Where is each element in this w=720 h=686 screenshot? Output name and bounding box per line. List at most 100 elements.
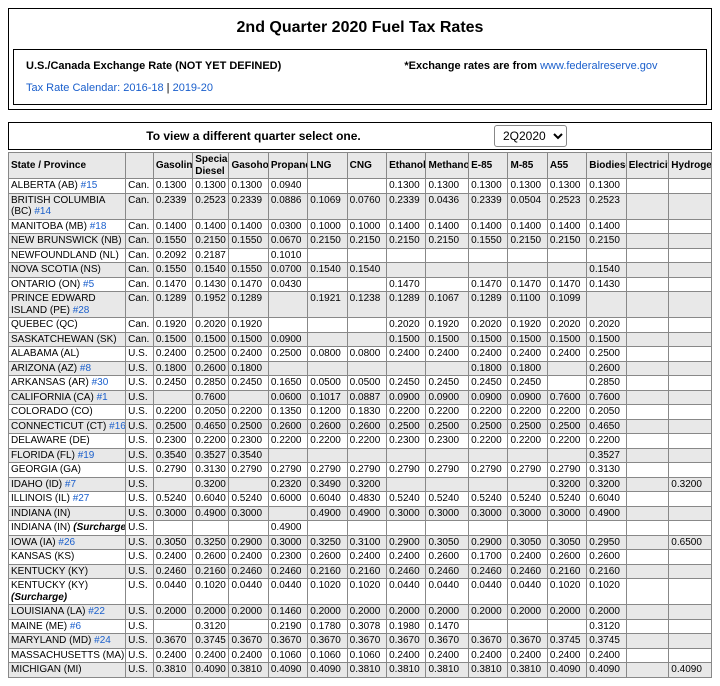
footnote-link[interactable]: #24 xyxy=(94,635,111,646)
rate-cell: 0.3527 xyxy=(587,448,626,463)
rate-cell: 0.2020 xyxy=(469,318,508,333)
column-header: Electricity xyxy=(626,153,669,179)
rate-cell: 0.2400 xyxy=(547,648,586,663)
rate-cell: 0.2050 xyxy=(193,405,229,420)
rate-cell xyxy=(426,521,469,536)
rate-cell: 0.1540 xyxy=(193,263,229,278)
rate-cell xyxy=(347,179,386,194)
rate-cell xyxy=(268,318,307,333)
column-header: Ethanol xyxy=(387,153,426,179)
country-code-cell: U.S. xyxy=(126,492,154,507)
footnote-link[interactable]: #19 xyxy=(78,450,95,461)
column-header: M-85 xyxy=(508,153,547,179)
rate-cell: 0.2150 xyxy=(508,234,547,249)
footnote-link[interactable]: #30 xyxy=(92,377,109,388)
column-header: Hydrogen xyxy=(669,153,712,179)
table-row: QUEBEC (QC) Can.0.19200.20200.19200.2020… xyxy=(9,318,712,333)
rate-cell: 0.0670 xyxy=(268,234,307,249)
rate-cell: 0.1800 xyxy=(153,361,192,376)
column-header xyxy=(126,153,154,179)
rate-cell: 0.0940 xyxy=(268,179,307,194)
rate-cell: 0.1300 xyxy=(547,179,586,194)
state-province-cell: NEWFOUNDLAND (NL) xyxy=(9,248,126,263)
rate-cell xyxy=(308,248,347,263)
rate-cell: 0.2790 xyxy=(508,463,547,478)
column-header: State / Province xyxy=(9,153,126,179)
rate-cell xyxy=(626,492,669,507)
rate-cell xyxy=(387,361,426,376)
rate-cell xyxy=(669,179,712,194)
footnote-link[interactable]: #27 xyxy=(73,493,90,504)
footnote-link[interactable]: #5 xyxy=(83,279,94,290)
rate-cell: 0.1069 xyxy=(308,193,347,219)
country-code-cell: Can. xyxy=(126,248,154,263)
footnote-link[interactable]: #8 xyxy=(80,363,91,374)
rate-cell: 0.1952 xyxy=(193,292,229,318)
footnote-link[interactable]: #16 xyxy=(109,421,126,432)
federal-reserve-link[interactable]: www.federalreserve.gov xyxy=(540,60,657,72)
rate-cell: 0.1470 xyxy=(469,277,508,292)
rate-cell: 0.1020 xyxy=(587,579,626,605)
rate-cell: 0.2190 xyxy=(268,619,307,634)
country-code-cell: Can. xyxy=(126,263,154,278)
footnote-link[interactable]: #14 xyxy=(34,206,51,217)
rate-cell: 0.1400 xyxy=(469,219,508,234)
rate-cell: 0.2339 xyxy=(469,193,508,219)
rate-cell: 0.3000 xyxy=(547,506,586,521)
footnote-link[interactable]: #6 xyxy=(70,621,81,632)
rate-cell: 0.1980 xyxy=(387,619,426,634)
footnote-link[interactable]: #18 xyxy=(90,221,107,232)
rate-cell: 0.2460 xyxy=(387,564,426,579)
rate-cell: 0.2339 xyxy=(387,193,426,219)
rate-cell: 0.0440 xyxy=(426,579,469,605)
country-code-cell: U.S. xyxy=(126,564,154,579)
rate-cell xyxy=(153,619,192,634)
rate-cell: 0.2460 xyxy=(426,564,469,579)
rate-cell: 0.2400 xyxy=(153,648,192,663)
footnote-link[interactable]: #7 xyxy=(65,479,76,490)
rate-cell: 0.0500 xyxy=(347,376,386,391)
rate-cell: 0.2200 xyxy=(229,405,268,420)
rate-cell: 0.1550 xyxy=(229,234,268,249)
table-row: CALIFORNIA (CA) #1U.S.0.76000.06000.1017… xyxy=(9,390,712,405)
calendar-link-2019-20[interactable]: 2019-20 xyxy=(173,82,213,94)
rate-cell: 0.1300 xyxy=(426,179,469,194)
rate-cell: 0.2790 xyxy=(153,463,192,478)
country-code-cell: U.S. xyxy=(126,506,154,521)
rate-cell: 0.3200 xyxy=(347,477,386,492)
rate-cell: 0.1300 xyxy=(387,179,426,194)
rate-cell xyxy=(626,179,669,194)
rate-cell: 0.2600 xyxy=(308,419,347,434)
table-row: KENTUCKY (KY) (Surcharge)U.S.0.04400.102… xyxy=(9,579,712,605)
calendar-link-2016-18[interactable]: 2016-18 xyxy=(123,82,163,94)
rate-cell: 0.1238 xyxy=(347,292,386,318)
rate-cell: 0.3670 xyxy=(508,634,547,649)
rate-cell: 0.1000 xyxy=(308,219,347,234)
rate-cell xyxy=(669,347,712,362)
tax-rate-calendar-label[interactable]: Tax Rate Calendar: xyxy=(26,82,123,94)
state-province-cell: MARYLAND (MD) #24 xyxy=(9,634,126,649)
country-code-cell: Can. xyxy=(126,234,154,249)
rate-cell xyxy=(626,448,669,463)
quarter-select[interactable]: 2Q2020 xyxy=(494,125,567,147)
rate-cell xyxy=(626,332,669,347)
footnote-link[interactable]: #26 xyxy=(58,537,75,548)
rate-cell: 0.2300 xyxy=(426,434,469,449)
rate-cell: 0.1500 xyxy=(508,332,547,347)
rate-cell: 0.2400 xyxy=(508,648,547,663)
rate-cell: 0.0800 xyxy=(347,347,386,362)
state-province-cell: BRITISH COLUMBIA (BC) #14 xyxy=(9,193,126,219)
country-code-cell: Can. xyxy=(126,277,154,292)
rate-cell: 0.1540 xyxy=(308,263,347,278)
rate-cell: 0.5240 xyxy=(426,492,469,507)
footnote-link[interactable]: #1 xyxy=(97,392,108,403)
rate-cell: 0.1540 xyxy=(587,263,626,278)
rate-cell: 0.2400 xyxy=(587,648,626,663)
rate-cell: 0.7600 xyxy=(587,390,626,405)
rate-cell: 0.2400 xyxy=(229,648,268,663)
footnote-link[interactable]: #15 xyxy=(81,180,98,191)
footnote-link[interactable]: #28 xyxy=(73,305,90,316)
footnote-link[interactable]: #22 xyxy=(88,606,105,617)
table-row: PRINCE EDWARD ISLAND (PE) #28Can.0.12890… xyxy=(9,292,712,318)
rate-cell: 0.1500 xyxy=(193,332,229,347)
